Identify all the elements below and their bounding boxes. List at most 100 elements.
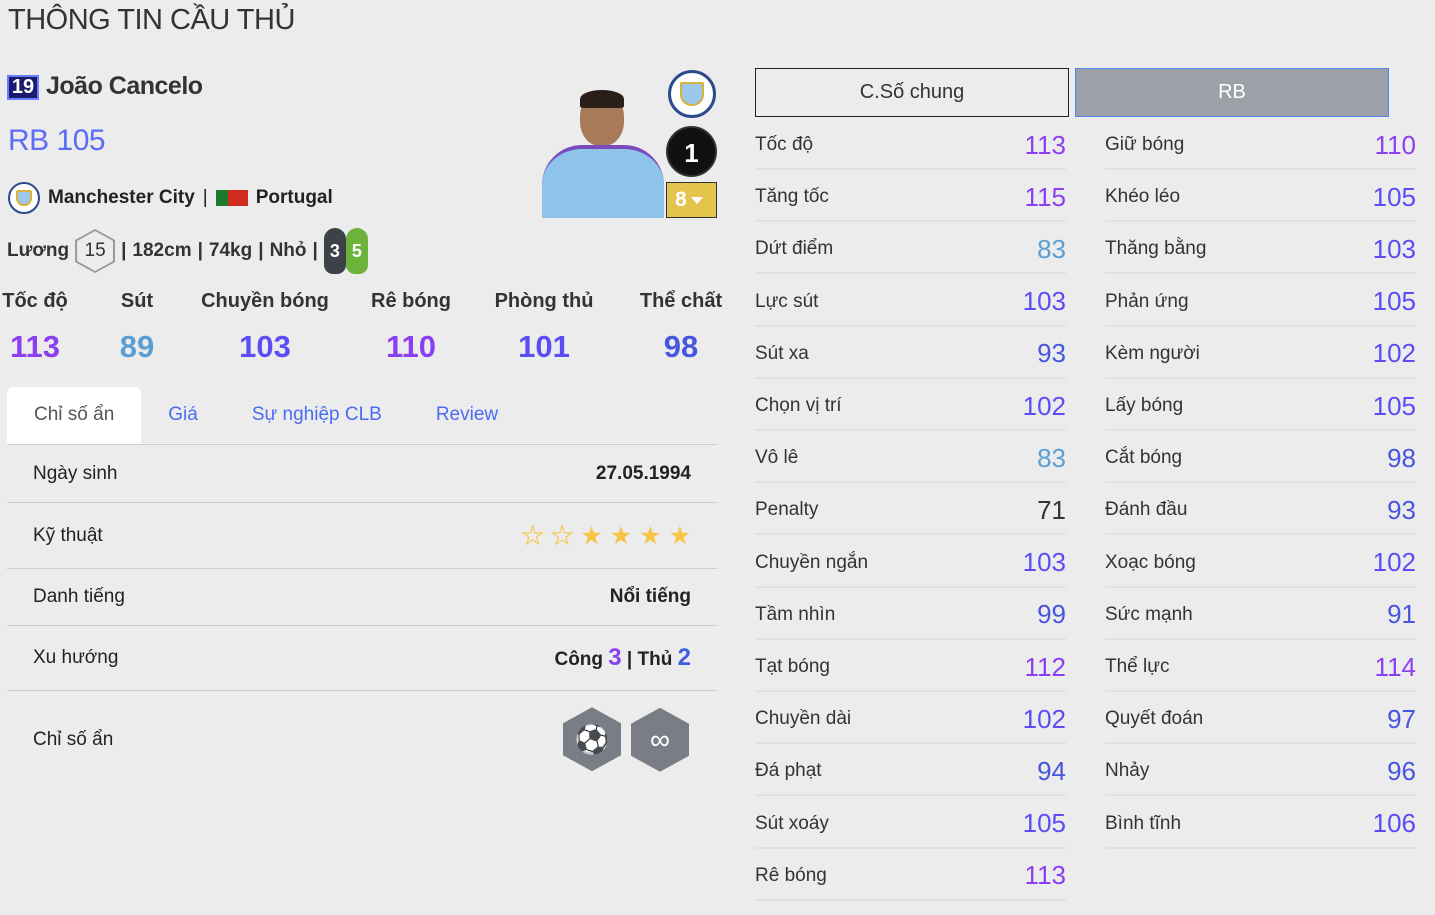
tab-club-career[interactable]: Sự nghiệp CLB <box>251 404 382 425</box>
tab-review[interactable]: Review <box>435 404 499 425</box>
stat-row: Nhảy 96 <box>1105 744 1416 797</box>
stat-row: Bình tĩnh 106 <box>1105 797 1416 849</box>
stat-label: Sút xoáy <box>755 812 829 834</box>
main-stat: Thể chất 98 <box>640 290 722 365</box>
star-filled-icon: ★ <box>639 521 662 550</box>
work-rate-label: Xu hướng <box>33 647 119 668</box>
stat-value: 102 <box>1022 390 1066 421</box>
stat-label: Dứt điểm <box>755 238 834 260</box>
main-stat-label: Sút <box>120 290 154 312</box>
stat-label: Xoạc bóng <box>1105 551 1196 573</box>
stat-value: 98 <box>1387 442 1416 473</box>
season-badge: 19 <box>7 75 39 100</box>
tab-price[interactable]: Giá <box>168 404 198 425</box>
star-empty-icon: ★ <box>521 521 544 550</box>
skill-row: Kỹ thuật ★ ★ ★ ★ ★ ★ <box>7 502 717 568</box>
tabs: Chỉ số ẩn Giá Sự nghiệp CLB Review <box>7 387 717 444</box>
attack-value: 3 <box>608 644 622 671</box>
club-name[interactable]: Manchester City <box>48 187 195 208</box>
stat-label: Tạt bóng <box>755 656 830 677</box>
position-ovr: RB 105 <box>8 124 106 158</box>
left-foot-icon: 3 <box>323 228 346 274</box>
stat-label: Thể lực <box>1105 656 1170 677</box>
tab-position-rb[interactable]: RB <box>1075 68 1389 117</box>
salary-label: Lương <box>7 240 70 261</box>
stat-label: Tốc độ <box>755 134 814 155</box>
club-crest-icon <box>8 182 40 214</box>
main-stat: Rê bóng 110 <box>371 290 451 365</box>
body-type: Nhỏ <box>269 240 307 261</box>
main-stat-label: Phòng thủ <box>494 290 594 312</box>
stat-value: 110 <box>1374 129 1416 160</box>
attack-label: Công <box>554 649 604 670</box>
info-row: Lương 15 | 182cm | 74kg | Nhỏ | 3 5 <box>7 228 368 274</box>
stat-value: 97 <box>1387 703 1416 734</box>
stat-row: Dứt điểm 83 <box>755 222 1066 275</box>
stat-label: Giữ bóng <box>1105 134 1185 155</box>
stat-value: 102 <box>1022 703 1066 734</box>
stat-value: 105 <box>1372 286 1416 317</box>
stat-label: Rê bóng <box>755 864 827 886</box>
upgrade-level-dropdown[interactable]: 8 <box>666 182 717 218</box>
speed-dribbler-icon[interactable]: ⚽ <box>563 707 621 772</box>
reputation-label: Danh tiếng <box>33 586 125 607</box>
stat-row: Đánh đầu 93 <box>1105 483 1416 536</box>
stat-row: Sút xa 93 <box>755 327 1066 379</box>
stat-value: 105 <box>1022 808 1066 839</box>
stat-row: Lực sút 103 <box>755 275 1066 327</box>
main-stat-value: 103 <box>239 329 291 364</box>
salary-value: 15 <box>77 231 114 271</box>
birth-row: Ngày sinh 27.05.1994 <box>7 444 717 502</box>
caret-down-icon <box>690 196 703 204</box>
stat-value: 93 <box>1037 338 1066 369</box>
main-stat-label: Tốc độ <box>2 290 68 312</box>
stat-row: Thể lực 114 <box>1105 640 1416 692</box>
stat-label: Lực sút <box>755 290 819 312</box>
stat-row: Phản ứng 105 <box>1105 275 1416 327</box>
stat-value: 96 <box>1387 755 1416 786</box>
reputation-row: Danh tiếng Nổi tiếng <box>7 568 717 625</box>
stat-label: Tầm nhìn <box>755 603 836 625</box>
stat-label: Thăng bằng <box>1105 238 1207 260</box>
stat-value: 103 <box>1022 286 1066 317</box>
stat-row: Rê bóng 113 <box>755 849 1066 901</box>
stat-row: Sức mạnh 91 <box>1105 588 1416 640</box>
stat-value: 102 <box>1372 338 1416 369</box>
main-stat: Chuyền bóng 103 <box>201 290 329 365</box>
reputation-value: Nổi tiếng <box>609 586 691 607</box>
defense-value: 2 <box>677 644 691 671</box>
main-stat-label: Thể chất <box>639 290 723 312</box>
tab-general-stats[interactable]: C.Số chung <box>755 68 1069 117</box>
birth-label: Ngày sinh <box>33 462 118 484</box>
page-title: THÔNG TIN CẦU THỦ <box>8 4 295 36</box>
tab-hidden-stats[interactable]: Chỉ số ẩn <box>7 387 142 444</box>
main-stat-value: 98 <box>663 329 699 364</box>
nation-name: Portugal <box>255 187 333 208</box>
club-crest-icon <box>668 70 716 118</box>
stat-label: Sức mạnh <box>1105 603 1193 625</box>
stat-row: Cắt bóng 98 <box>1105 431 1416 484</box>
stat-row: Quyết đoán 97 <box>1105 692 1416 745</box>
stat-row: Chuyền dài 102 <box>755 692 1066 745</box>
stat-label: Lấy bóng <box>1105 395 1184 416</box>
stat-value: 94 <box>1037 755 1066 786</box>
stat-label: Penalty <box>755 499 819 521</box>
stat-row: Tốc độ 113 <box>755 118 1066 170</box>
stat-row: Kèm người 102 <box>1105 327 1416 379</box>
star-filled-icon: ★ <box>668 521 691 550</box>
main-stat-value: 113 <box>9 329 61 364</box>
stat-row: Thăng bằng 103 <box>1105 222 1416 275</box>
stat-label: Nhảy <box>1105 760 1150 782</box>
stat-label: Quyết đoán <box>1105 708 1204 730</box>
stat-label: Đá phạt <box>755 760 822 782</box>
player-name: João Cancelo <box>46 72 203 100</box>
star-filled-icon: ★ <box>609 521 633 550</box>
stat-row: Sút xoáy 105 <box>755 797 1066 849</box>
stat-row: Xoạc bóng 102 <box>1105 536 1416 588</box>
flair-icon[interactable]: ∞ <box>631 707 689 772</box>
main-stat-value: 89 <box>119 329 155 364</box>
stat-value: 83 <box>1037 233 1066 264</box>
stat-label: Kèm người <box>1105 342 1200 364</box>
upgrade-level: 8 <box>675 188 687 211</box>
ovr: 105 <box>56 124 106 157</box>
